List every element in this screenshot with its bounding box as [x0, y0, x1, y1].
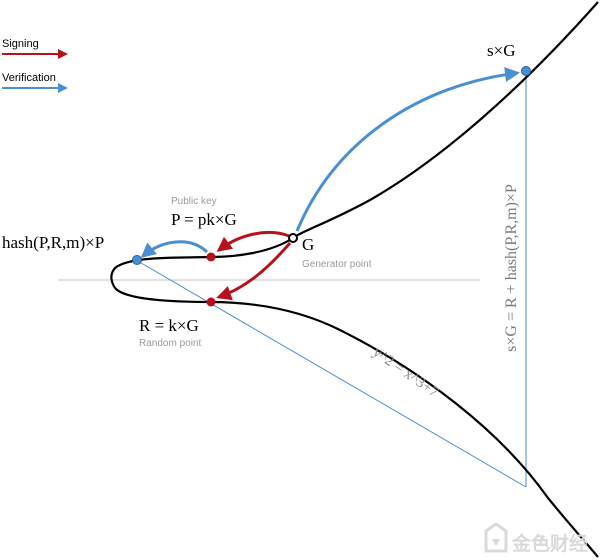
watermark-text: 金色财经 — [511, 532, 588, 555]
point-generator — [288, 233, 298, 243]
curve-lower-branch — [114, 287, 599, 558]
label-generator-letter: G — [302, 235, 314, 254]
legend: Signing Verification — [2, 38, 68, 93]
verification-arrow-to-hash-point — [140, 240, 209, 258]
legend-signing-label: Signing — [2, 38, 39, 50]
label-curve-equation: y^2 = x^3+7 — [370, 344, 442, 401]
label-vertical-equation: s×G = R + hash(P,R,m)×P — [503, 184, 520, 352]
legend-verification-label: Verification — [2, 72, 56, 84]
label-random-caption: Random point — [139, 338, 201, 349]
signing-arrow-to-public-key — [216, 231, 290, 252]
label-public-key-caption: Public key — [171, 196, 217, 207]
point-public-key — [206, 252, 216, 262]
point-random — [206, 297, 216, 307]
label-sG: s×G — [487, 41, 515, 60]
label-hash-point: hash(P,R,m)×P — [2, 233, 104, 252]
label-public-key-formula: P = pk×G — [171, 210, 237, 229]
signing-arrow-to-random-point — [216, 242, 292, 301]
secant-line — [135, 259, 527, 488]
label-generator-caption: Generator point — [302, 259, 372, 270]
point-hash — [132, 255, 142, 265]
watermark: 金色财经 — [484, 522, 588, 555]
label-random-formula: R = k×G — [139, 316, 199, 335]
watermark-logo-icon — [484, 522, 508, 553]
point-sG — [521, 66, 531, 76]
verification-arrow-to-sG — [295, 67, 520, 232]
